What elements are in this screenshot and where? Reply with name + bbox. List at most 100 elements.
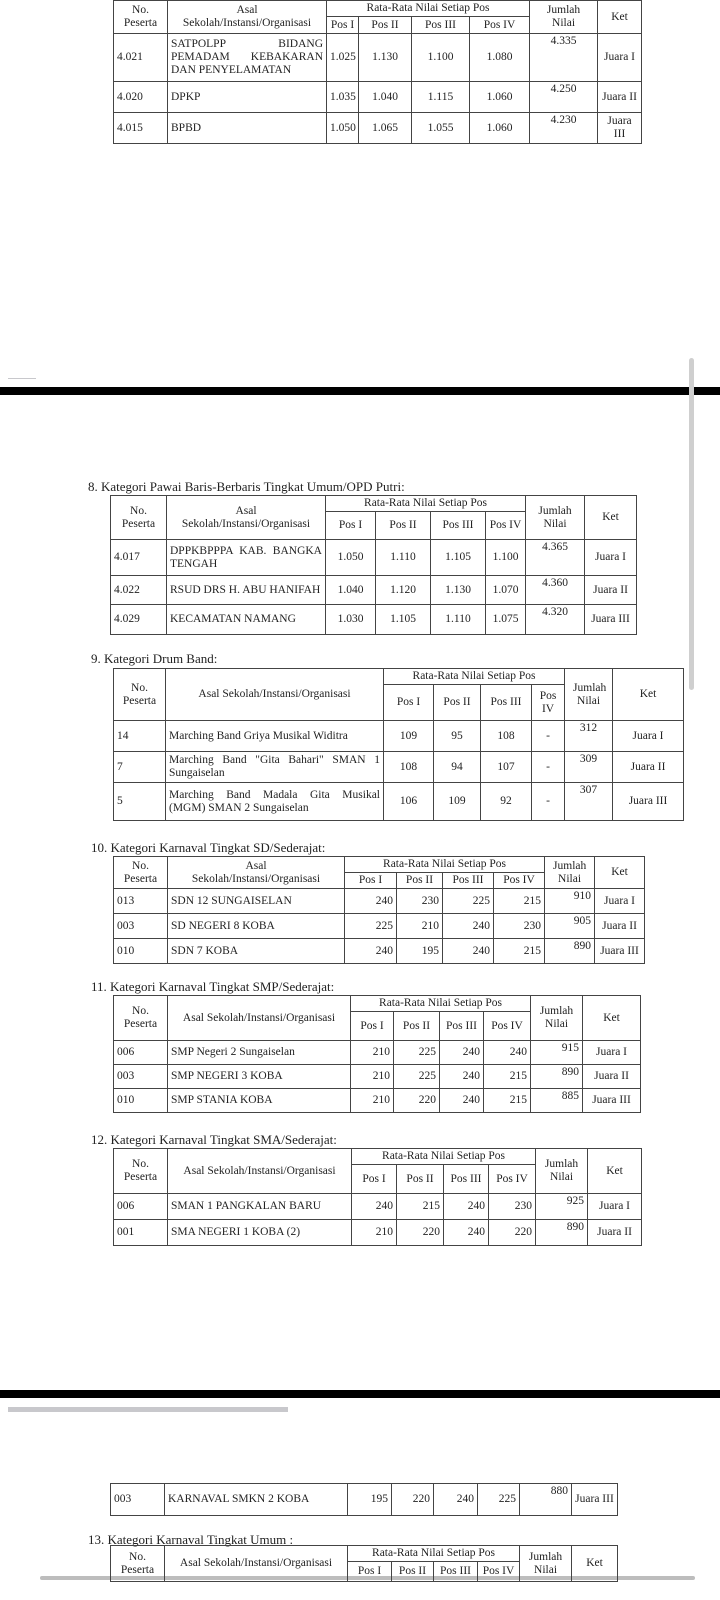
scrollbar[interactable] xyxy=(689,358,694,690)
asal-cell: SMP Negeri 2 Sungaiselan xyxy=(167,1040,351,1065)
pos-ii-cell: 1.040 xyxy=(358,81,412,113)
header-asal: Asal Sekolah/Instansi/Organisasi xyxy=(167,995,351,1041)
header-row: Pos I Pos II Pos III Pos IV xyxy=(114,16,642,34)
pos-i-cell: 1.035 xyxy=(326,81,359,113)
pos-iv-cell: 215 xyxy=(482,1064,532,1089)
page-separator xyxy=(0,1390,720,1398)
pos-ii-cell: 215 xyxy=(396,1193,444,1220)
pos-ii-cell: 225 xyxy=(393,1040,440,1065)
table-row: 003 SD NEGERI 8 KOBA 225 210 240 230 905 Juara … xyxy=(113,913,646,939)
header-pos: Pos III xyxy=(439,1011,484,1041)
header-text: Asal xyxy=(245,859,267,872)
asal-cell: BPBD xyxy=(167,112,327,144)
header-ket: Ket xyxy=(612,668,685,721)
pos-iii-cell: 240 xyxy=(443,1219,489,1246)
header-pos: Pos II xyxy=(358,16,412,34)
asal-cell: Marching Band Griya Musikal Widitra xyxy=(165,720,384,752)
header-text: Asal Sekolah/Instansi/Organisasi xyxy=(183,1164,336,1177)
no-peserta-cell: 4.021 xyxy=(113,33,168,82)
results-table: 003 KARNAVAL SMKN 2 KOBA 195 220 240 225 880 Ju… xyxy=(110,1483,618,1516)
header-pos: Pos IV xyxy=(487,1164,537,1194)
pos-iii-cell: 1.130 xyxy=(430,575,486,605)
jumlah-nilai-cell: 905 xyxy=(544,913,596,939)
ket-cell: Juara II xyxy=(584,575,638,605)
scan-edge xyxy=(8,1407,288,1412)
header-pos: Pos I xyxy=(344,872,397,889)
jumlah-nilai-cell: 925 xyxy=(535,1193,589,1220)
header-asal: Asal Sekolah/Instansi/Organisasi xyxy=(165,668,384,721)
header-text: Peserta xyxy=(121,517,156,530)
pos-i-cell: 106 xyxy=(383,782,434,821)
pos-iv-cell: 215 xyxy=(482,1088,532,1113)
pos-iv-cell: 225 xyxy=(477,1483,520,1516)
pos-iii-cell: 1.055 xyxy=(411,112,470,144)
pos-iv-cell: 1.060 xyxy=(468,112,531,144)
pos-i-cell: 210 xyxy=(350,1040,394,1065)
header-pos: Pos II xyxy=(375,511,431,540)
pos-ii-cell: 1.065 xyxy=(358,112,412,144)
pos-ii-cell: 230 xyxy=(396,888,443,914)
pos-iv-cell: 1.100 xyxy=(484,539,527,576)
jumlah-nilai-cell: 915 xyxy=(530,1040,584,1065)
pos-iv-cell: 215 xyxy=(492,938,546,964)
asal-cell: SDN 7 KOBA xyxy=(167,938,345,964)
asal-cell: SMA NEGERI 1 KOBA (2) xyxy=(167,1219,352,1246)
header-text: Peserta xyxy=(123,17,158,29)
header-pos: Pos II xyxy=(396,1164,444,1194)
header-text: Sekolah/Instansi/Organisasi xyxy=(181,517,311,530)
header-pos: Pos II xyxy=(433,684,481,721)
pos-iii-cell: 240 xyxy=(443,1193,489,1220)
header-rata-rata: Rata-Rata Nilai Setiap Pos xyxy=(324,495,527,512)
header-text: Asal xyxy=(235,504,257,517)
header-no-peserta: No. Peserta xyxy=(113,668,166,721)
results-table: No. Peserta Asal Sekolah/Instansi/Organisa… xyxy=(113,1148,643,1246)
results-table: No. Peserta Asal Sekolah/Instansi/Organisas… xyxy=(110,495,638,635)
asal-cell: DPPKBPPPA KAB. BANGKA TENGAH xyxy=(166,539,326,576)
table-row: 4.017 DPPKBPPPA KAB. BANGKA TENGAH 1.050 1.… xyxy=(110,539,638,576)
asal-cell: KECAMATAN NAMANG xyxy=(166,604,326,635)
pos-iii-cell: 240 xyxy=(439,1040,484,1065)
header-text: Peserta xyxy=(123,872,158,885)
asal-cell: SD NEGERI 8 KOBA xyxy=(167,913,345,939)
pos-ii-cell: 220 xyxy=(391,1483,434,1516)
no-peserta-cell: 4.020 xyxy=(113,81,168,113)
asal-cell: SDN 12 SUNGAISELAN xyxy=(167,888,345,914)
no-peserta-cell: 4.022 xyxy=(110,575,167,605)
table-row: 14 Marching Band Griya Musikal Widitra 109… xyxy=(113,720,685,752)
ket-cell: Juara III xyxy=(597,112,643,144)
header-text: Sekolah/Instansi/Organisasi xyxy=(191,872,321,885)
section-title: 8. Kategori Pawai Baris-Berbaris Tingkat… xyxy=(88,479,405,494)
header-row: Pos I Pos II Pos III Pos IV xyxy=(114,684,684,721)
header-asal: Asal Sekolah/Instansi/Organisasi xyxy=(167,0,327,34)
ket-cell: Juara III xyxy=(571,1483,618,1516)
header-rata-rata: Rata-Rata Nilai Setiap Pos xyxy=(325,0,531,17)
no-peserta-cell: 013 xyxy=(113,888,168,914)
header-asal: Asal Sekolah/Instansi/Organisasi xyxy=(167,1148,352,1194)
pos-i-cell: 109 xyxy=(383,720,434,752)
header-pos: Pos I xyxy=(347,1561,392,1582)
header-pos: Pos III xyxy=(443,1164,489,1194)
ket-cell: Juara II xyxy=(582,1064,642,1089)
pos-iv-cell: 1.080 xyxy=(468,33,531,82)
results-table: No. Peserta Asal Sekolah/Instansi/Organisa… xyxy=(113,668,685,821)
header-text: Peserta xyxy=(123,1171,158,1183)
pos-iii-cell: 240 xyxy=(442,913,494,939)
section-title: 10. Kategori Karnaval Tingkat SD/Sederaj… xyxy=(91,840,326,855)
header-jumlah-nilai: Jumlah Nilai xyxy=(519,1545,573,1582)
jumlah-nilai-cell: 890 xyxy=(530,1064,584,1089)
pos-iii-cell: 225 xyxy=(442,888,494,914)
table-row: 7 Marching Band "Gita Bahari" SMAN 1 Sung… xyxy=(113,751,685,783)
pos-iv-cell: 240 xyxy=(482,1040,532,1065)
header-pos: Pos I xyxy=(350,1011,394,1041)
no-peserta-cell: 006 xyxy=(113,1193,168,1220)
no-peserta-cell: 7 xyxy=(113,751,166,783)
jumlah-nilai-cell: 4.365 xyxy=(525,539,586,576)
header-pos: Pos II xyxy=(396,872,443,889)
no-peserta-cell: 14 xyxy=(113,720,166,752)
header-no-peserta: No. Peserta xyxy=(113,1148,168,1194)
jumlah-nilai-cell: 312 xyxy=(564,720,614,752)
pos-iii-cell: 240 xyxy=(433,1483,478,1516)
pos-ii-cell: 109 xyxy=(433,782,481,821)
results-table: No. Peserta Asal Sekolah/Instansi/Organisas… xyxy=(113,0,643,144)
header-row: Pos I Pos II Pos III Pos IV xyxy=(114,1011,641,1041)
